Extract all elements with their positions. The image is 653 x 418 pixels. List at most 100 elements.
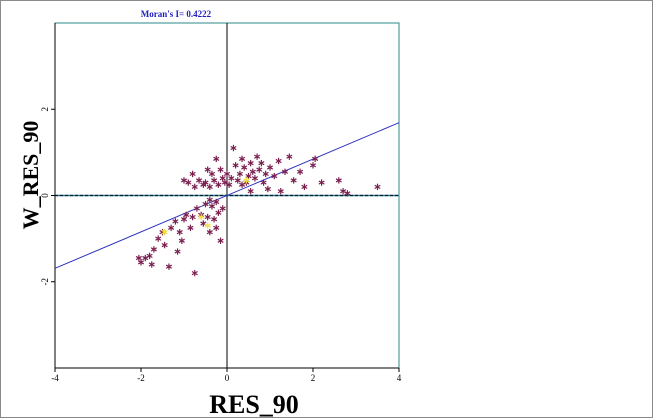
data-point (297, 168, 304, 175)
point-stroke (264, 186, 271, 192)
data-point (271, 172, 278, 180)
point-stroke (137, 260, 145, 265)
point-stroke (215, 210, 222, 215)
point-stroke (234, 178, 241, 183)
point-stroke (161, 242, 168, 248)
data-point (161, 241, 168, 249)
data-point (191, 183, 198, 191)
data-point (318, 179, 325, 186)
point-stroke (247, 161, 254, 166)
point-stroke (251, 176, 259, 181)
data-point (219, 175, 226, 182)
highlight-point (198, 213, 205, 221)
point-stroke (335, 178, 342, 183)
data-point (277, 187, 284, 195)
y-tick-label: 2 (40, 107, 50, 112)
data-point (195, 177, 203, 184)
data-point (275, 157, 282, 165)
point-stroke (286, 154, 293, 159)
point-stroke (213, 199, 220, 205)
point-stroke (168, 225, 175, 230)
point-stroke (193, 206, 200, 211)
y-tick-label: -2 (40, 278, 50, 286)
highlight-point (243, 177, 250, 184)
data-point (185, 179, 192, 186)
data-point (251, 175, 259, 182)
data-point (254, 153, 261, 160)
point-stroke (226, 182, 233, 187)
point-stroke (290, 178, 297, 183)
data-point (340, 187, 347, 195)
y-tick-label: 0 (40, 193, 50, 198)
point-stroke (146, 253, 153, 258)
point-stroke (150, 247, 157, 252)
point-stroke (211, 217, 218, 222)
y-axis-title: W_RES_90 (18, 121, 43, 230)
regression-line (54, 122, 400, 269)
point-stroke (238, 156, 246, 161)
data-point (174, 248, 181, 255)
data-point (206, 196, 213, 204)
point-stroke (195, 178, 203, 183)
point-stroke (202, 180, 209, 185)
x-tick-label: 2 (311, 373, 316, 383)
point-stroke (208, 171, 216, 177)
point-stroke (211, 178, 218, 183)
data-point (217, 166, 224, 173)
point-stroke (185, 180, 192, 185)
data-point (238, 181, 246, 188)
ticks-layer: -4 -2 0 2 4 -2 0 2 (40, 107, 402, 383)
data-point (187, 224, 194, 232)
data-point (189, 213, 196, 221)
point-stroke (215, 182, 222, 187)
data-point (281, 168, 289, 175)
data-point (290, 177, 297, 184)
regression-line-path (54, 122, 400, 269)
data-point (312, 155, 319, 163)
data-point (232, 162, 239, 169)
data-point (264, 185, 271, 193)
data-point (204, 166, 211, 173)
data-point (202, 179, 209, 186)
data-point (238, 155, 246, 163)
data-point (247, 159, 254, 167)
point-stroke (180, 217, 188, 222)
x-tick-label: 4 (397, 373, 402, 383)
point-stroke (271, 173, 278, 179)
data-point (266, 164, 274, 171)
point-stroke (217, 238, 224, 243)
data-point (258, 159, 265, 167)
point-stroke (301, 184, 308, 189)
data-point (142, 254, 149, 262)
data-point (150, 246, 157, 253)
data-point (183, 211, 190, 219)
point-stroke (161, 230, 168, 235)
data-point (213, 224, 220, 232)
data-point (165, 263, 173, 270)
data-point (335, 177, 342, 184)
point-stroke (142, 255, 149, 261)
data-point (223, 170, 231, 178)
data-point (148, 261, 155, 268)
data-point (236, 170, 243, 178)
point-stroke (217, 167, 224, 172)
data-point (200, 220, 207, 227)
point-stroke (238, 182, 246, 187)
data-point (262, 170, 269, 178)
data-point (206, 228, 213, 236)
point-stroke (183, 212, 190, 218)
data-point (226, 181, 233, 188)
highlight-point (204, 222, 211, 229)
point-stroke (281, 169, 289, 174)
point-stroke (266, 165, 274, 170)
data-point (180, 216, 188, 223)
x-axis-title: RES_90 (209, 390, 299, 418)
point-stroke (241, 165, 248, 170)
data-point (193, 205, 200, 212)
point-stroke (202, 202, 209, 207)
data-point (286, 153, 293, 160)
data-point (234, 177, 241, 184)
data-point (208, 170, 216, 178)
data-point (137, 259, 145, 266)
